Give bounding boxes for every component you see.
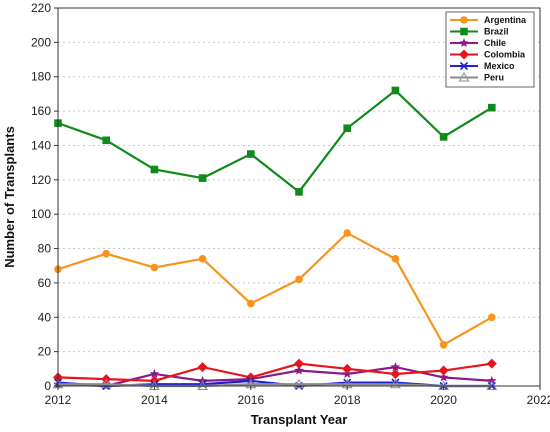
- y-axis-title: Number of Transplants: [2, 126, 17, 268]
- data-point-argentina: [343, 229, 352, 237]
- data-point-peru: [293, 378, 305, 389]
- y-tick-label: 200: [31, 35, 51, 49]
- legend-label-argentina: Argentina: [484, 15, 527, 25]
- legend-label-colombia: Colombia: [484, 50, 526, 60]
- y-tick-label: 60: [38, 276, 52, 290]
- legend-entry-colombia: Colombia: [450, 49, 526, 60]
- data-point-colombia: [486, 358, 497, 369]
- x-tick-label: 2016: [237, 393, 264, 407]
- data-point-colombia: [197, 362, 208, 373]
- x-tick-label: 2014: [141, 393, 168, 407]
- data-point-argentina: [198, 255, 207, 263]
- legend-entry-brazil: Brazil: [450, 27, 509, 37]
- legend-marker: [459, 49, 469, 60]
- data-point-argentina: [102, 249, 110, 258]
- x-axis-title: Transplant Year: [251, 412, 348, 427]
- data-point-argentina: [247, 299, 255, 308]
- series-line-brazil: [57, 89, 493, 194]
- data-point-argentina: [295, 275, 303, 284]
- legend-marker: [460, 16, 468, 24]
- data-point-chile: [390, 362, 401, 372]
- y-tick-label: 100: [31, 207, 51, 221]
- y-axis: 0 20 40 60 80 100 120 140 160 180 200 220: [31, 1, 58, 393]
- data-point-chile: [149, 368, 160, 379]
- legend-marker: [460, 27, 468, 36]
- data-point-brazil: [198, 174, 207, 182]
- data-point-brazil: [150, 165, 159, 174]
- y-tick-label: 120: [31, 173, 51, 187]
- data-point-chile: [487, 375, 497, 385]
- series-line-peru: [58, 383, 492, 388]
- series-brazil: [54, 86, 496, 196]
- data-point-argentina: [488, 313, 496, 322]
- legend-marker: [458, 71, 470, 82]
- y-tick-label: 80: [38, 242, 52, 256]
- y-tick-label: 220: [31, 1, 51, 15]
- data-point-brazil: [439, 133, 448, 141]
- data-point-brazil: [343, 124, 351, 133]
- x-tick-label: 2012: [45, 393, 72, 407]
- legend-label-peru: Peru: [484, 73, 504, 83]
- data-point-argentina: [391, 255, 400, 263]
- series-line-colombia: [57, 362, 492, 382]
- data-point-brazil: [391, 86, 400, 95]
- series-peru: [52, 378, 498, 390]
- x-axis: 2012 2014 2016 2018 2020 2022: [45, 386, 550, 407]
- y-tick-label: 140: [31, 138, 51, 152]
- legend-entry-chile: Chile: [450, 38, 506, 48]
- y-tick-label: 40: [38, 310, 52, 324]
- data-point-brazil: [102, 136, 110, 145]
- data-point-chile: [197, 375, 208, 385]
- legend-label-chile: Chile: [484, 38, 506, 48]
- x-tick-label: 2022: [527, 393, 550, 407]
- legend-entry-argentina: Argentina: [450, 15, 527, 25]
- legend-marker: [459, 61, 469, 71]
- x-tick-label: 2018: [334, 393, 361, 407]
- y-tick-label: 0: [44, 379, 51, 393]
- data-point-brazil: [247, 150, 255, 158]
- data-point-colombia: [245, 372, 256, 383]
- data-point-argentina: [439, 340, 448, 349]
- data-point-colombia: [390, 368, 401, 379]
- y-tick-label: 160: [31, 104, 51, 118]
- data-point-chile: [294, 365, 304, 375]
- data-point-colombia: [438, 365, 449, 376]
- data-point-peru: [100, 378, 112, 389]
- data-point-chile: [438, 372, 449, 382]
- legend-label-brazil: Brazil: [484, 27, 509, 37]
- plot-frame: [57, 7, 541, 387]
- series-argentina: [54, 229, 496, 349]
- series-layer: [52, 86, 498, 391]
- series-line-argentina: [57, 231, 493, 347]
- data-point-colombia: [342, 363, 353, 374]
- legend-box: [445, 11, 535, 88]
- data-point-brazil: [488, 103, 496, 112]
- legend-entry-peru: Peru: [450, 71, 504, 83]
- legend-marker: [459, 38, 469, 48]
- data-point-colombia: [294, 358, 304, 369]
- x-tick-label: 2020: [430, 393, 457, 407]
- data-point-argentina: [150, 263, 159, 272]
- data-point-peru: [390, 378, 401, 389]
- y-tick-label: 180: [31, 70, 51, 84]
- legend-label-mexico: Mexico: [484, 61, 515, 71]
- y-tick-label: 20: [38, 345, 52, 359]
- legend-entry-mexico: Mexico: [450, 61, 515, 71]
- data-point-brazil: [295, 188, 303, 196]
